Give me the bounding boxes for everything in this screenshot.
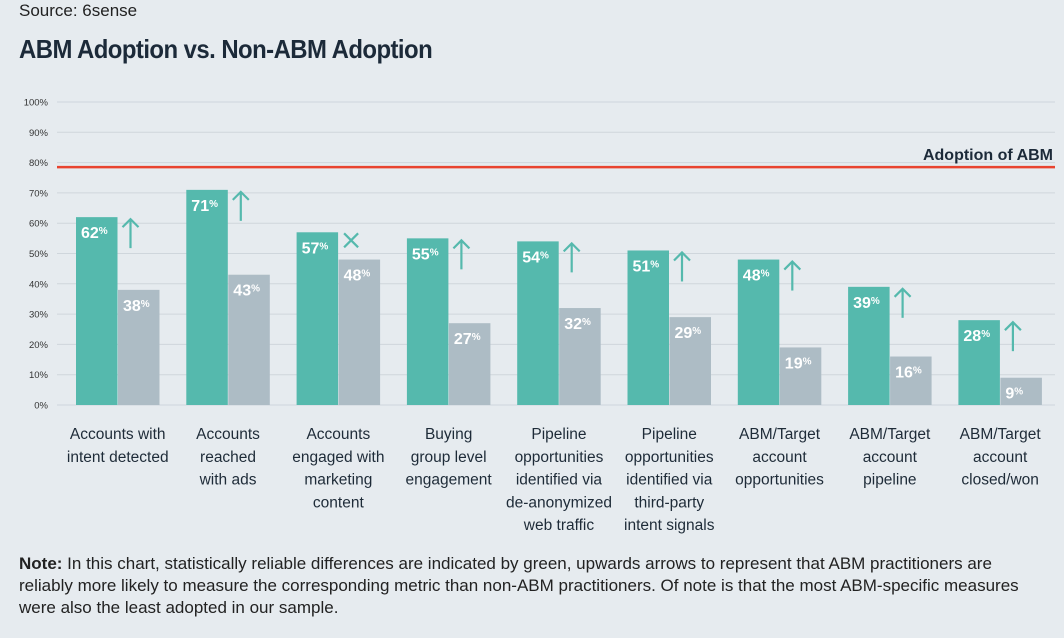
bar-non-abm — [228, 274, 270, 405]
x-category-label: Accounts reached with ads — [196, 426, 260, 489]
x-category-label: ABM/Target account opportunities — [735, 426, 824, 489]
bar-abm — [737, 259, 780, 405]
up-arrow-icon — [893, 287, 912, 298]
note-text: In this chart, statistically reliable di… — [19, 554, 1019, 617]
reference-line-label: Adoption of ABM — [923, 147, 1053, 164]
y-tick-label: 20% — [29, 340, 49, 351]
bar-non-abm — [1000, 377, 1042, 405]
bar-abm — [406, 238, 449, 405]
note-label: Note: — [19, 554, 63, 573]
up-arrow-icon — [673, 250, 691, 262]
bar-abm — [627, 250, 669, 405]
bar-non-abm — [890, 356, 932, 405]
y-tick-label: 0% — [34, 401, 48, 412]
bar-abm — [76, 217, 118, 405]
x-category-label: ABM/Target account pipeline — [849, 426, 931, 489]
y-tick-label: 30% — [29, 310, 49, 321]
y-tick-label: 60% — [29, 219, 49, 230]
bar-non-abm — [779, 347, 822, 405]
bar-non-abm — [669, 317, 711, 405]
x-category-label: Pipeline opportunities identified via third… — [624, 426, 715, 534]
up-arrow-icon — [783, 260, 802, 271]
source-label: Source: 6sense — [19, 1, 138, 20]
y-tick-label: 90% — [29, 128, 49, 139]
bar-non-abm — [559, 308, 601, 405]
up-arrow-icon — [232, 190, 250, 201]
bar-abm — [296, 232, 339, 405]
bar-chart: 0% 10% 20% 30% 40% 50% 60% 70% 80% 90% 100% Adoptio… — [24, 98, 1055, 534]
x-category-label: Pipeline opportunities identified via de-an… — [506, 426, 612, 534]
y-tick-label: 50% — [29, 249, 49, 260]
x-category-label: Accounts engaged with marketing content — [292, 426, 384, 511]
y-tick-label: 100% — [24, 98, 49, 109]
chart-title: ABM Adoption vs. Non-ABM Adoption — [19, 34, 433, 64]
bar-abm — [517, 241, 559, 405]
bar-abm — [958, 320, 1000, 405]
bar-non-abm — [338, 259, 381, 405]
up-arrow-icon — [121, 217, 140, 228]
up-arrow-icon — [452, 238, 471, 250]
y-tick-label: 10% — [29, 370, 49, 381]
y-tick-label: 70% — [29, 188, 49, 199]
x-category-label: Buying group level engagement — [406, 426, 493, 489]
cross-icon — [343, 232, 359, 249]
bar-abm — [848, 286, 890, 405]
bar-abm — [186, 189, 228, 405]
bar-non-abm — [118, 289, 160, 405]
up-arrow-icon — [1004, 320, 1022, 331]
bar-non-abm — [448, 323, 491, 405]
y-tick-label: 80% — [29, 158, 49, 169]
chart-note: Note: In this chart, statistically relia… — [19, 553, 1039, 619]
up-arrow-icon — [562, 241, 581, 253]
x-category-label: ABM/Target account closed/won — [960, 426, 1042, 489]
y-tick-label: 40% — [29, 279, 49, 290]
x-category-label: Accounts with intent detected — [67, 426, 169, 466]
